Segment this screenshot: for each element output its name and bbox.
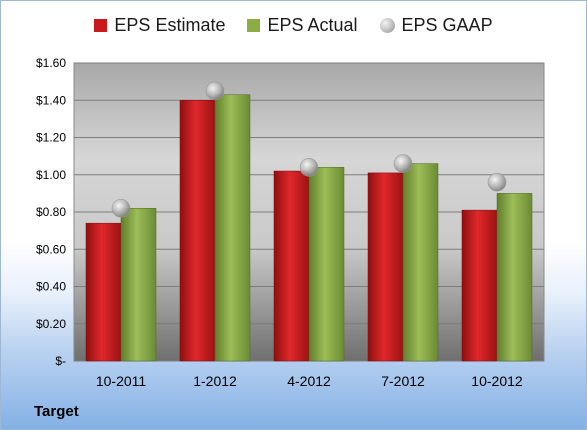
bar-eps-actual xyxy=(308,167,345,362)
y-tick-label: $1.60 xyxy=(36,56,66,70)
legend-swatch-eps-actual xyxy=(247,19,261,32)
x-category-label: 4-2012 xyxy=(287,373,331,389)
x-category-label: 7-2012 xyxy=(381,373,425,389)
bar-eps-estimate xyxy=(273,170,310,362)
bar-eps-estimate xyxy=(461,209,498,362)
y-tick-label: $1.20 xyxy=(36,131,66,145)
y-tick-label: $1.40 xyxy=(36,93,66,107)
marker-eps-gaap xyxy=(299,158,319,177)
bar-eps-actual xyxy=(214,94,251,362)
legend-label-eps-estimate: EPS Estimate xyxy=(114,15,226,35)
y-tick-label: $- xyxy=(55,354,66,368)
bar-eps-actual xyxy=(496,193,533,362)
legend-label-eps-actual: EPS Actual xyxy=(267,15,358,35)
bar-eps-actual xyxy=(402,163,439,362)
legend-item-eps-actual: EPS Actual xyxy=(247,15,358,36)
y-tick-label: $0.20 xyxy=(36,317,66,331)
y-tick-label: $0.60 xyxy=(36,242,66,256)
y-tick-label: $0.80 xyxy=(36,205,66,219)
legend-label-eps-gaap: EPS GAAP xyxy=(401,15,493,35)
marker-eps-gaap xyxy=(393,154,413,173)
x-category-label: 10-2012 xyxy=(471,373,523,389)
legend-swatch-eps-gaap xyxy=(379,18,395,33)
bar-eps-actual xyxy=(120,208,157,362)
legend-swatch-eps-estimate xyxy=(94,19,108,32)
marker-eps-gaap xyxy=(111,198,131,218)
company-label: Target xyxy=(34,403,79,420)
bar-eps-estimate xyxy=(367,172,404,362)
x-category-label: 1-2012 xyxy=(193,373,237,389)
marker-eps-gaap xyxy=(487,172,507,192)
marker-eps-gaap xyxy=(205,81,225,101)
y-tick-label: $1.00 xyxy=(36,168,66,182)
x-category-label: 10-2011 xyxy=(96,373,147,389)
legend-item-eps-estimate: EPS Estimate xyxy=(94,15,225,36)
bar-eps-estimate xyxy=(85,222,122,362)
legend: EPS Estimate EPS Actual EPS GAAP xyxy=(1,15,586,36)
y-tick-label: $0.40 xyxy=(36,280,66,294)
bar-eps-estimate xyxy=(179,100,216,362)
legend-item-eps-gaap: EPS GAAP xyxy=(379,15,493,36)
